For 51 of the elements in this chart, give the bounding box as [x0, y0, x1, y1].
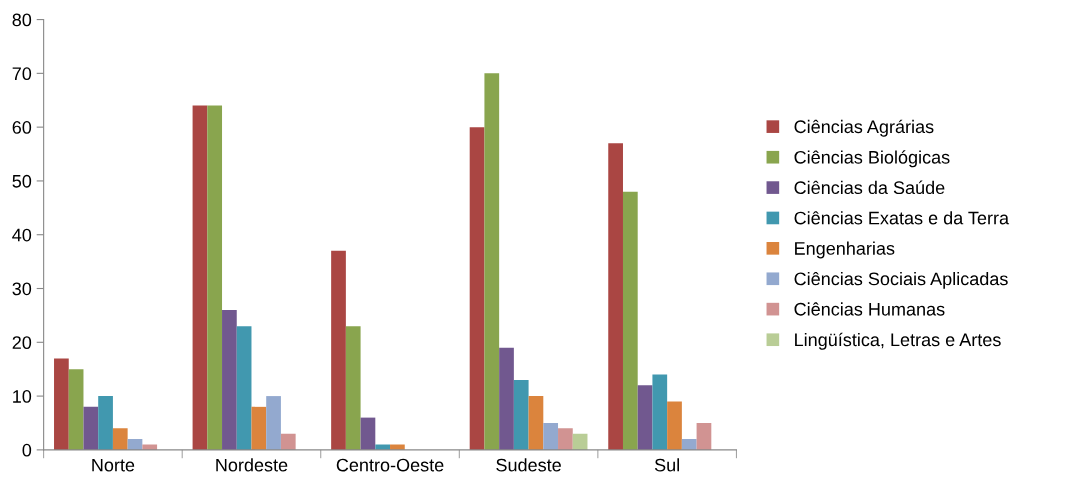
- bar: [83, 406, 99, 450]
- bar: [528, 396, 544, 450]
- bar: [558, 428, 573, 450]
- bar: [469, 127, 485, 450]
- bar: [331, 250, 346, 450]
- bar: [54, 358, 69, 450]
- legend-label: Ciências Exatas e da Terra: [794, 211, 1010, 225]
- legend-label: Ciências da Saúde: [794, 180, 945, 195]
- y-tick-label: 60: [12, 121, 32, 134]
- bar: [236, 326, 252, 450]
- bar: [484, 73, 500, 450]
- y-tick-label: 50: [12, 174, 32, 188]
- y-tick-label: 70: [12, 67, 32, 81]
- x-tick-label: Centro-Oeste: [336, 458, 444, 472]
- bar: [222, 310, 237, 450]
- bar: [192, 105, 208, 450]
- bar: [345, 326, 361, 450]
- bar: [513, 379, 529, 450]
- bar: [360, 417, 376, 450]
- bar: [68, 369, 84, 450]
- x-tick-label: Sudeste: [496, 458, 561, 472]
- y-tick-label: 80: [12, 13, 32, 27]
- y-tick-label: 40: [12, 228, 32, 242]
- bar: [499, 347, 514, 450]
- legend-label: Ciências Biológicas: [794, 150, 950, 168]
- bar: [280, 433, 296, 450]
- legend-label: Engenharias: [795, 241, 895, 259]
- legend-label: Ciências Sociais Aplicadas: [794, 271, 1008, 289]
- bar: [266, 396, 281, 450]
- bar: [681, 439, 697, 450]
- legend-label: Ciências Humanas: [794, 302, 945, 316]
- bar: [608, 143, 623, 450]
- bar: [112, 428, 128, 450]
- bar: [251, 406, 267, 450]
- bar: [622, 191, 638, 450]
- y-tick-label: 20: [12, 336, 32, 350]
- y-tick-label: 10: [13, 390, 32, 403]
- bar: [207, 105, 223, 450]
- bar: [98, 396, 113, 450]
- y-tick-label: 30: [12, 282, 32, 296]
- legend-label: Ciências Agrárias: [794, 119, 934, 137]
- x-tick-label: Nordeste: [216, 458, 288, 472]
- x-tick-label: Norte: [92, 458, 135, 472]
- x-tick-label: Sul: [654, 458, 679, 472]
- bar: [652, 374, 668, 450]
- bar: [637, 385, 653, 450]
- y-tick-label: 0: [22, 443, 32, 457]
- bar: [667, 401, 682, 450]
- bar: [543, 422, 559, 450]
- bar: [696, 422, 712, 450]
- legend-label: Lingüística, Letras e Artes: [795, 332, 1001, 350]
